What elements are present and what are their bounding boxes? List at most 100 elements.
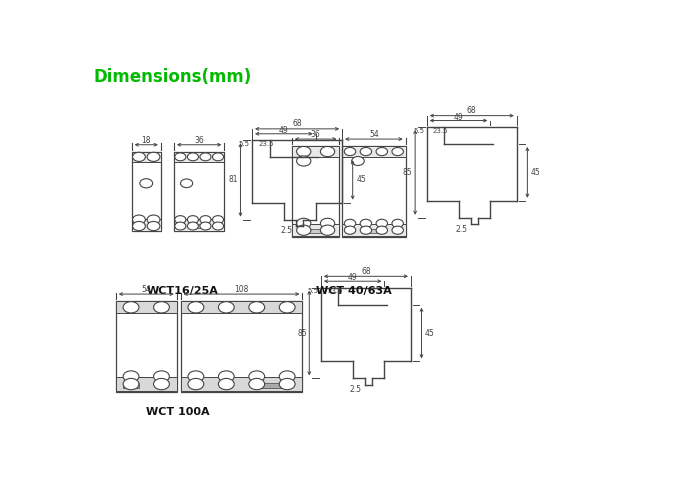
Circle shape xyxy=(212,153,223,161)
Circle shape xyxy=(188,379,204,390)
Circle shape xyxy=(188,371,204,382)
Circle shape xyxy=(320,225,335,235)
Circle shape xyxy=(123,379,139,390)
Bar xyxy=(116,377,177,391)
Text: 68: 68 xyxy=(467,106,477,115)
Circle shape xyxy=(249,301,264,313)
Text: 49: 49 xyxy=(279,126,289,135)
Bar xyxy=(292,146,339,157)
Circle shape xyxy=(133,215,145,224)
Text: 45: 45 xyxy=(425,328,435,337)
Circle shape xyxy=(219,379,234,390)
Circle shape xyxy=(175,216,186,223)
Text: 81: 81 xyxy=(228,175,238,185)
Bar xyxy=(342,223,406,236)
Text: 23.5: 23.5 xyxy=(258,141,274,147)
Text: 85: 85 xyxy=(297,328,307,337)
Text: 5.5: 5.5 xyxy=(238,141,250,147)
Circle shape xyxy=(140,179,153,188)
Circle shape xyxy=(279,371,295,382)
Circle shape xyxy=(123,371,139,382)
Circle shape xyxy=(133,152,145,162)
Bar xyxy=(257,383,287,388)
Text: 85: 85 xyxy=(403,168,413,177)
Circle shape xyxy=(392,219,404,227)
Bar xyxy=(116,301,177,392)
Circle shape xyxy=(249,371,264,382)
Circle shape xyxy=(296,218,311,228)
Circle shape xyxy=(320,218,335,228)
Circle shape xyxy=(154,371,169,382)
Bar xyxy=(342,146,406,157)
Circle shape xyxy=(376,147,387,156)
Text: 2.5: 2.5 xyxy=(455,224,467,234)
Text: 54: 54 xyxy=(369,130,379,139)
Circle shape xyxy=(344,147,356,156)
Bar xyxy=(190,223,209,228)
Text: 36: 36 xyxy=(194,136,204,145)
Text: 36: 36 xyxy=(311,130,320,139)
Bar xyxy=(132,152,161,162)
Circle shape xyxy=(187,222,199,230)
Text: 54: 54 xyxy=(141,285,151,294)
Circle shape xyxy=(392,147,404,156)
Circle shape xyxy=(392,226,404,234)
Circle shape xyxy=(175,222,186,230)
Text: 2.5: 2.5 xyxy=(281,226,292,236)
Circle shape xyxy=(212,222,223,230)
Circle shape xyxy=(147,152,160,162)
Text: 45: 45 xyxy=(531,168,541,177)
Bar xyxy=(132,152,161,231)
Circle shape xyxy=(344,226,356,234)
Text: WCT 100A: WCT 100A xyxy=(146,408,210,417)
Bar xyxy=(292,146,339,237)
Circle shape xyxy=(360,226,372,234)
Text: 18: 18 xyxy=(141,136,151,145)
Bar xyxy=(174,152,224,162)
Circle shape xyxy=(376,219,387,227)
Circle shape xyxy=(175,153,186,161)
Circle shape xyxy=(147,221,160,231)
Bar xyxy=(363,229,385,233)
Text: 49: 49 xyxy=(454,112,464,122)
Bar xyxy=(180,301,303,392)
Circle shape xyxy=(147,215,160,224)
Circle shape xyxy=(180,179,193,188)
Circle shape xyxy=(188,301,204,313)
Bar xyxy=(132,219,161,231)
Text: 108: 108 xyxy=(234,285,249,294)
Text: WCT 40/63A: WCT 40/63A xyxy=(316,286,391,297)
Circle shape xyxy=(376,226,387,234)
Circle shape xyxy=(133,221,145,231)
Circle shape xyxy=(154,301,169,313)
Bar xyxy=(124,383,139,388)
Text: 5.5: 5.5 xyxy=(307,288,318,295)
Circle shape xyxy=(279,301,295,313)
Text: 49: 49 xyxy=(348,273,358,282)
Text: 68: 68 xyxy=(292,119,302,129)
Text: 68: 68 xyxy=(361,267,371,276)
Bar xyxy=(292,223,339,236)
Bar xyxy=(180,377,303,391)
Bar xyxy=(174,219,224,231)
Text: 23.5: 23.5 xyxy=(433,128,449,134)
Circle shape xyxy=(200,222,211,230)
Circle shape xyxy=(187,216,199,223)
Circle shape xyxy=(200,216,211,223)
Circle shape xyxy=(154,379,169,390)
Circle shape xyxy=(296,156,311,166)
Circle shape xyxy=(123,301,139,313)
Bar xyxy=(342,146,406,237)
Circle shape xyxy=(279,379,295,390)
Text: Dimensions(mm): Dimensions(mm) xyxy=(94,68,251,86)
Circle shape xyxy=(249,379,264,390)
Text: WCT16/25A: WCT16/25A xyxy=(146,286,218,297)
Text: 5.5: 5.5 xyxy=(413,128,424,134)
Circle shape xyxy=(296,146,311,157)
Circle shape xyxy=(344,219,356,227)
Circle shape xyxy=(360,147,372,156)
Text: 2.5: 2.5 xyxy=(349,385,361,394)
Circle shape xyxy=(219,301,234,313)
Circle shape xyxy=(352,157,364,165)
Circle shape xyxy=(296,225,311,235)
